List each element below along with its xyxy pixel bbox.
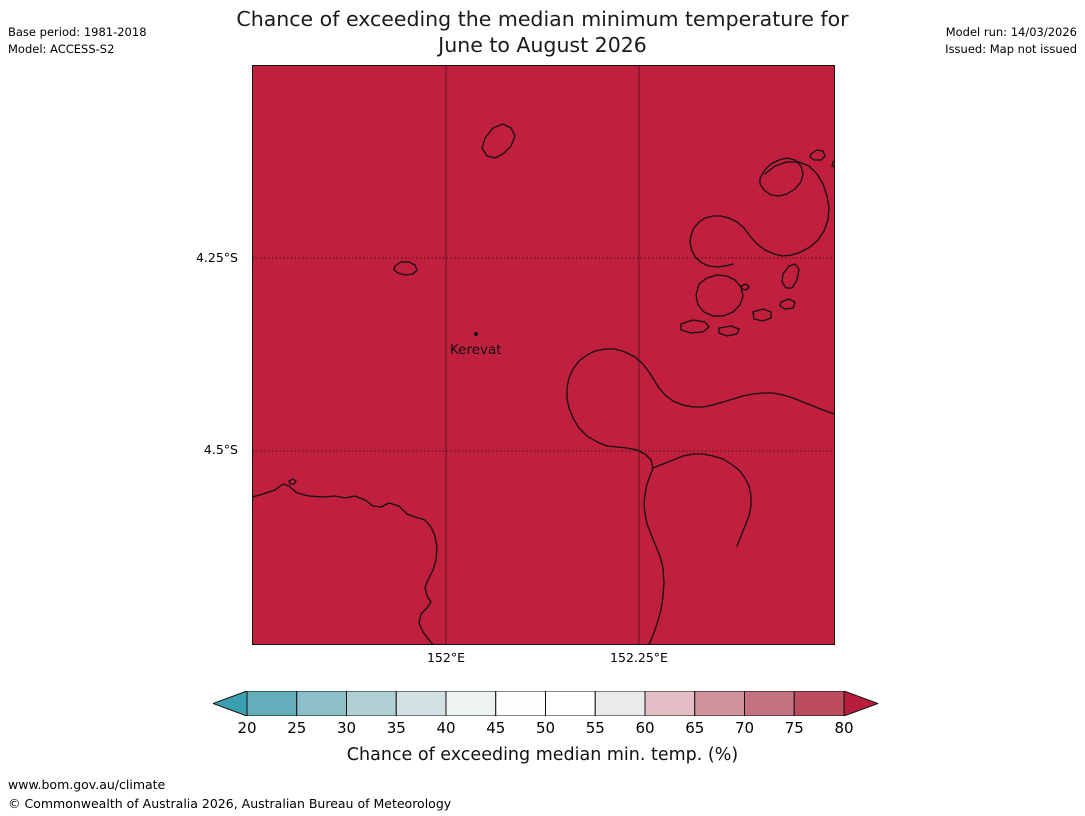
colorbar-tick-label: 45	[486, 719, 506, 737]
colorbar-over-arrow	[843, 690, 880, 717]
colorbar-tick-label: 30	[336, 719, 357, 737]
city-label-kerevat: Kerevat	[450, 342, 502, 358]
colorbar-title: Chance of exceeding median min. temp. (%…	[346, 745, 739, 765]
colorbar-under-arrow	[211, 690, 248, 717]
issued-text: Issued: Map not issued	[945, 42, 1077, 56]
footer-copyright: © Commonwealth of Australia 2026, Austra…	[8, 796, 452, 811]
map-gridlines	[253, 66, 834, 644]
base-period-text: Base period: 1981-2018	[8, 25, 147, 39]
title-line-1: Chance of exceeding the median minimum t…	[236, 7, 849, 31]
colorbar-tick-label: 65	[685, 719, 705, 737]
colorbar-tick-labels: 20 25 30 35 40 45 50 55 60 65 70 75 80	[213, 719, 878, 739]
header-meta-left: Base period: 1981-2018 Model: ACCESS-S2	[8, 24, 147, 58]
model-run-text: Model run: 14/03/2026	[945, 25, 1077, 39]
colorbar-segment	[594, 690, 646, 717]
colorbar-segment	[793, 690, 845, 717]
colorbar-segment	[395, 690, 447, 717]
colorbar-tick-label: 70	[734, 719, 755, 737]
colorbar-segment	[644, 690, 696, 717]
y-tick-label-0: 4.25°S	[195, 250, 238, 265]
x-tick-label-0: 152°E	[426, 650, 465, 665]
colorbar-segment	[744, 690, 795, 717]
colorbar-segment	[545, 690, 596, 717]
colorbar-tick-label: 20	[237, 719, 257, 737]
colorbar-segment	[445, 690, 497, 717]
colorbar-tick-label: 25	[287, 719, 307, 737]
footer-url[interactable]: www.bom.gov.au/climate	[8, 777, 166, 792]
colorbar-tick-label: 75	[784, 719, 804, 737]
colorbar-segment	[246, 690, 298, 717]
page-title: Chance of exceeding the median minimum t…	[0, 6, 1085, 58]
title-line-2: June to August 2026	[438, 33, 647, 57]
header-meta-right: Model run: 14/03/2026 Issued: Map not is…	[945, 24, 1077, 58]
colorbar-segments	[211, 690, 880, 717]
x-tick-label-1: 152.25°E	[610, 650, 668, 665]
map-svg	[253, 66, 834, 644]
model-text: Model: ACCESS-S2	[8, 42, 115, 56]
colorbar[interactable]	[211, 690, 880, 717]
colorbar-tick-label: 55	[585, 719, 605, 737]
colorbar-tick-label: 80	[834, 719, 854, 737]
colorbar-segment	[495, 690, 546, 717]
colorbar-segment	[346, 690, 397, 717]
colorbar-segment	[296, 690, 347, 717]
colorbar-tick-label: 50	[535, 719, 556, 737]
footer: www.bom.gov.au/climate © Commonwealth of…	[8, 775, 451, 813]
colorbar-tick-label: 60	[635, 719, 655, 737]
map-coastlines	[253, 123, 834, 644]
colorbar-tick-label: 40	[436, 719, 456, 737]
city-marker-kerevat	[474, 332, 478, 336]
colorbar-tick-label: 35	[386, 719, 406, 737]
colorbar-segment	[694, 690, 745, 717]
y-tick-label-1: 4.5°S	[203, 442, 238, 457]
colorbar-svg	[211, 690, 880, 717]
map-canvas[interactable]	[252, 65, 835, 645]
